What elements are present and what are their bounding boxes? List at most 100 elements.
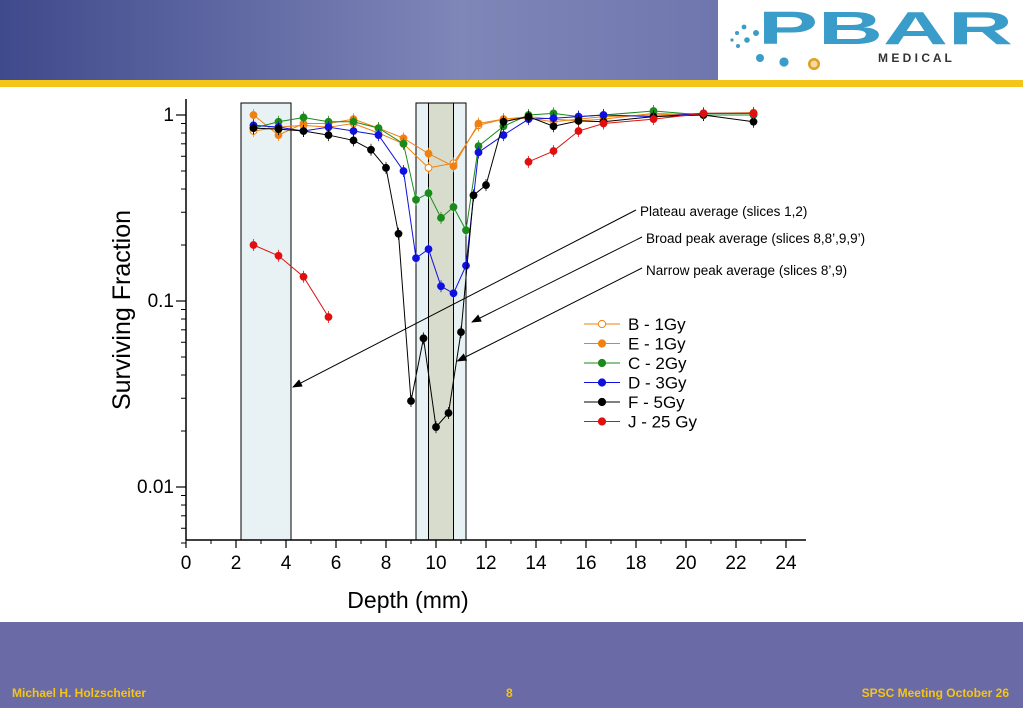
data-point bbox=[599, 119, 608, 128]
y-tick-label: 0.1 bbox=[148, 291, 174, 312]
data-point bbox=[449, 289, 458, 298]
data-point bbox=[549, 147, 558, 155]
data-point bbox=[449, 203, 458, 211]
x-tick-label: 20 bbox=[675, 553, 696, 574]
x-tick-label: 2 bbox=[231, 553, 242, 574]
x-tick-label: 18 bbox=[625, 553, 646, 574]
data-point bbox=[324, 131, 333, 139]
data-point bbox=[274, 125, 283, 133]
annotation-arrow bbox=[471, 236, 643, 323]
footer-author: Michael H. Holzscheiter bbox=[12, 686, 147, 700]
data-point bbox=[524, 112, 533, 121]
data-point bbox=[399, 167, 408, 175]
data-point bbox=[424, 149, 433, 158]
logo-graphic: PBAR M E D I C A L bbox=[730, 2, 1013, 70]
x-tick-label: 10 bbox=[425, 553, 446, 574]
data-point bbox=[649, 115, 658, 124]
data-point bbox=[407, 397, 415, 405]
data-point bbox=[394, 229, 403, 238]
data-point bbox=[249, 124, 258, 133]
annotation-label: Plateau average (slices 1,2) bbox=[640, 204, 807, 219]
pbar-medical-logo: PBAR M E D I C A L bbox=[718, 0, 1023, 80]
x-tick-label: 6 bbox=[331, 553, 342, 574]
data-point bbox=[499, 131, 508, 139]
slide-footer-bar bbox=[0, 622, 1023, 708]
data-point bbox=[699, 109, 708, 118]
legend-label: J - 25 Gy bbox=[628, 413, 697, 432]
data-point bbox=[437, 282, 445, 291]
data-point bbox=[444, 409, 453, 417]
footer-meeting: SPSC Meeting October 26 bbox=[861, 686, 1009, 700]
region-2 bbox=[428, 102, 454, 541]
legend-label: F - 5Gy bbox=[628, 393, 685, 412]
data-point bbox=[474, 119, 483, 128]
legend-label: D - 3Gy bbox=[628, 374, 687, 393]
data-point bbox=[457, 328, 465, 337]
data-point bbox=[432, 423, 440, 431]
footer-page-number: 8 bbox=[506, 686, 513, 700]
data-point bbox=[274, 251, 283, 260]
x-tick-label: 8 bbox=[381, 553, 392, 574]
series-line bbox=[253, 244, 329, 318]
data-point bbox=[419, 334, 428, 343]
y-tick-label: 0.01 bbox=[137, 477, 174, 498]
data-point bbox=[299, 113, 308, 122]
data-point bbox=[574, 116, 583, 125]
data-point bbox=[299, 127, 308, 135]
data-point bbox=[424, 245, 433, 254]
logo-text: PBAR bbox=[758, 2, 1013, 54]
x-tick-label: 4 bbox=[281, 553, 292, 574]
data-point bbox=[382, 163, 390, 172]
data-point bbox=[399, 139, 408, 148]
data-point bbox=[437, 213, 445, 222]
data-point bbox=[449, 162, 458, 171]
data-point bbox=[249, 241, 258, 249]
legend-marker bbox=[597, 339, 607, 348]
legend-marker bbox=[597, 417, 607, 426]
data-point bbox=[482, 181, 490, 189]
data-point bbox=[299, 272, 308, 281]
x-tick-label: 16 bbox=[575, 553, 596, 574]
annotation-arrow bbox=[292, 209, 637, 388]
data-point bbox=[474, 148, 483, 157]
data-point bbox=[349, 136, 358, 145]
data-point bbox=[249, 111, 258, 119]
data-point bbox=[412, 254, 420, 263]
region-0 bbox=[240, 102, 292, 541]
data-point bbox=[749, 109, 758, 118]
data-point bbox=[374, 131, 383, 139]
x-tick-label: 12 bbox=[475, 553, 496, 574]
annotation-label: Narrow peak average (slices 8’,9) bbox=[646, 263, 847, 278]
data-point bbox=[424, 189, 433, 198]
data-point bbox=[549, 122, 558, 131]
y-axis-title: Surviving Fraction bbox=[108, 210, 136, 410]
legend-label: E - 1Gy bbox=[628, 335, 686, 354]
header-accent-line bbox=[0, 80, 1023, 87]
x-tick-label: 14 bbox=[525, 553, 547, 574]
x-tick-label: 22 bbox=[725, 553, 746, 574]
logo-subtext: M E D I C A L bbox=[878, 51, 952, 65]
data-point bbox=[349, 117, 358, 126]
legend-label: B - 1Gy bbox=[628, 315, 686, 334]
data-point bbox=[367, 145, 375, 154]
legend-marker bbox=[597, 358, 607, 368]
data-point bbox=[499, 117, 508, 126]
series-line bbox=[253, 112, 754, 167]
legend-marker bbox=[597, 397, 607, 407]
data-point bbox=[574, 127, 583, 135]
legend-marker bbox=[597, 378, 607, 387]
legend-marker bbox=[597, 319, 607, 329]
y-tick-label: 1 bbox=[163, 105, 174, 126]
x-tick-label: 24 bbox=[775, 553, 797, 574]
data-point bbox=[462, 261, 470, 270]
data-point bbox=[524, 157, 533, 166]
data-point bbox=[469, 191, 478, 200]
legend-label: C - 2Gy bbox=[628, 354, 687, 373]
data-point bbox=[324, 313, 333, 321]
annotation-label: Broad peak average (slices 8,8’,9,9’) bbox=[646, 231, 865, 246]
data-point bbox=[412, 195, 420, 204]
data-point bbox=[462, 226, 470, 235]
annotation-arrow bbox=[456, 267, 643, 362]
x-axis-title: Depth (mm) bbox=[347, 587, 468, 613]
